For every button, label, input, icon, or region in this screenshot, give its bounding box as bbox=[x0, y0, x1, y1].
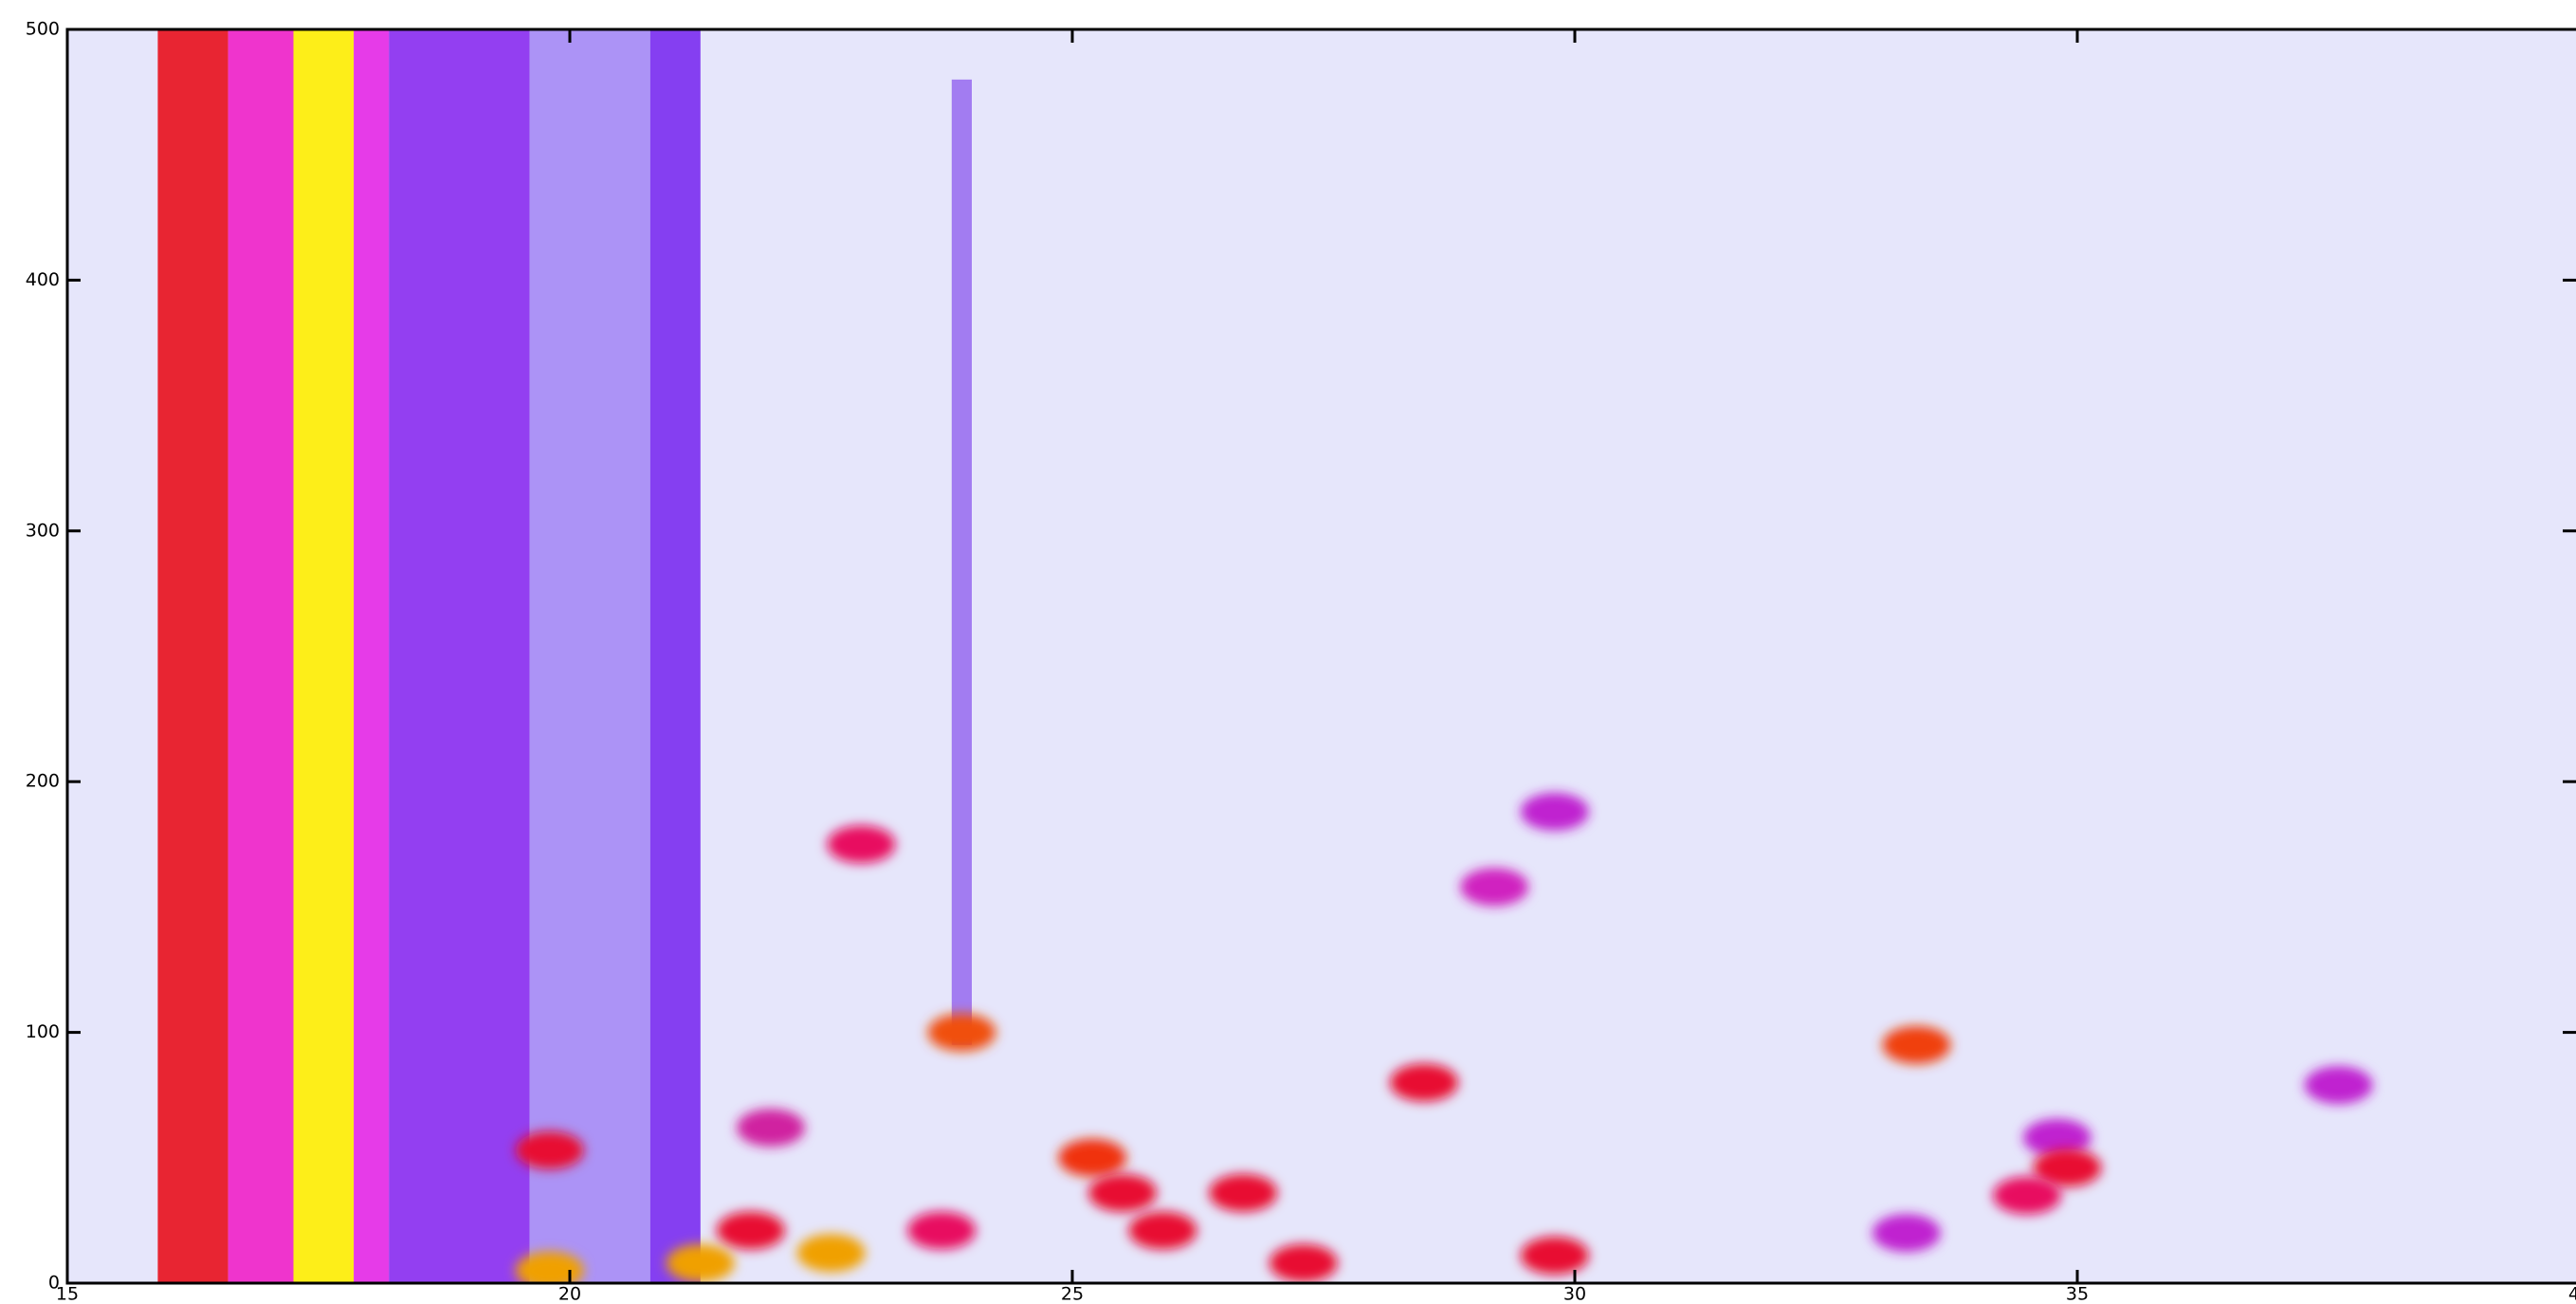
peak bbox=[737, 1109, 805, 1147]
band bbox=[952, 80, 972, 1045]
peak bbox=[797, 1234, 866, 1272]
peak bbox=[907, 1211, 976, 1249]
y-tick-label: 0 bbox=[48, 1273, 60, 1294]
peak bbox=[667, 1244, 735, 1282]
peak bbox=[1882, 1026, 1950, 1064]
peak bbox=[1209, 1174, 1277, 1212]
x-tick-label: 35 bbox=[2066, 1284, 2089, 1304]
peak bbox=[2305, 1066, 2373, 1104]
peak bbox=[1390, 1063, 1458, 1101]
peak bbox=[1460, 868, 1528, 906]
band bbox=[650, 29, 701, 1283]
y-tick-label: 100 bbox=[26, 1021, 60, 1042]
band bbox=[157, 29, 228, 1283]
peak bbox=[1088, 1174, 1157, 1212]
y-tick-label: 400 bbox=[26, 269, 60, 290]
peak bbox=[1270, 1244, 1338, 1282]
chart: 1520253035400100200300400500 bbox=[0, 0, 2576, 1304]
x-tick-label: 25 bbox=[1061, 1284, 1084, 1304]
peak bbox=[717, 1211, 785, 1249]
peak bbox=[1521, 793, 1589, 831]
y-tick-label: 200 bbox=[26, 771, 60, 792]
peak bbox=[1873, 1214, 1941, 1252]
band bbox=[530, 29, 650, 1283]
peak bbox=[1521, 1237, 1589, 1275]
peak bbox=[1128, 1211, 1197, 1249]
peak bbox=[827, 825, 895, 863]
peak bbox=[1993, 1176, 2061, 1214]
band bbox=[228, 29, 294, 1283]
band bbox=[354, 29, 389, 1283]
peak bbox=[516, 1131, 584, 1169]
x-tick-label: 20 bbox=[558, 1284, 581, 1304]
peak bbox=[1058, 1139, 1126, 1177]
band bbox=[294, 29, 355, 1283]
band bbox=[389, 29, 529, 1283]
x-tick-label: 40 bbox=[2568, 1284, 2576, 1304]
plot-area bbox=[67, 29, 2576, 1290]
x-tick-label: 30 bbox=[1563, 1284, 1586, 1304]
y-tick-label: 300 bbox=[26, 520, 60, 541]
peak bbox=[927, 1014, 996, 1052]
y-tick-label: 500 bbox=[26, 19, 60, 40]
